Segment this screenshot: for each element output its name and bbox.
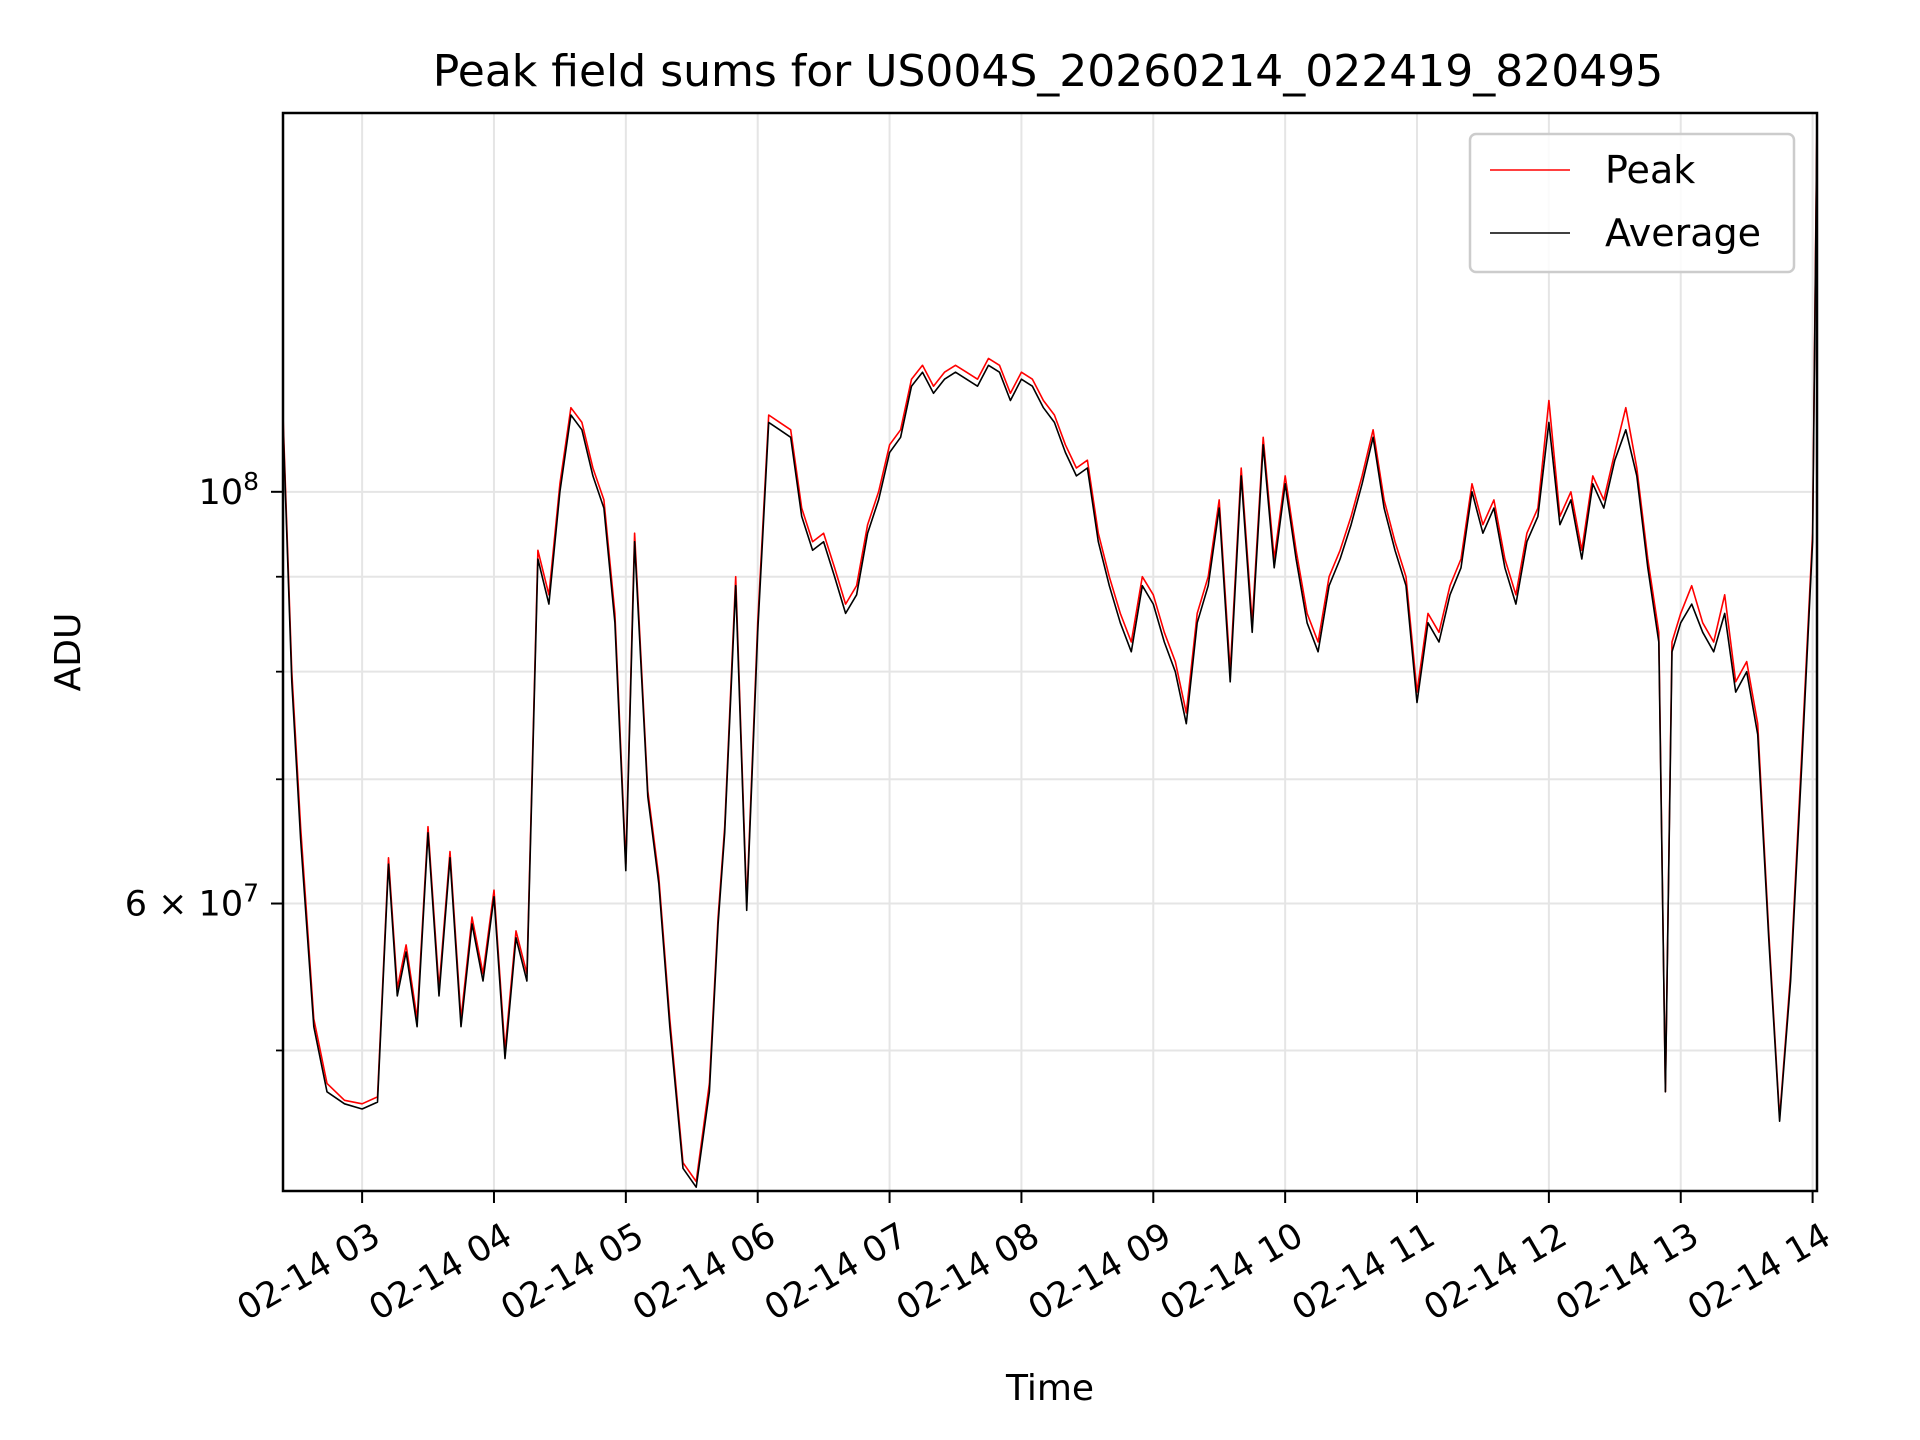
y-tick-label: 6 × 107 [125,879,259,925]
chart-title: Peak field sums for US004S_20260214_0224… [433,46,1663,97]
x-tick-label: 02-14 09 [1022,1216,1178,1329]
legend-box [1468,132,1796,274]
x-tick-label: 02-14 08 [890,1216,1046,1329]
y-axis-ticks: 108 6 × 107 [125,467,283,1052]
grid [283,113,1817,1191]
x-tick-label: 02-14 07 [758,1216,914,1329]
y-tick-label: 108 [199,467,259,513]
average-series-line [282,123,1818,1188]
legend-peak-label: Peak [1605,148,1695,192]
x-tick-label: 02-14 06 [626,1216,782,1329]
legend: Peak Average [1468,132,1796,274]
peak-series-line [282,112,1818,1183]
x-tick-label: 02-14 03 [231,1216,387,1329]
y-axis-label: ADU [48,613,89,692]
legend-average-label: Average [1605,211,1761,255]
x-axis-label: Time [1005,1368,1094,1409]
x-tick-label: 02-14 10 [1154,1216,1310,1329]
plot-frame [281,111,1819,1193]
x-tick-label: 02-14 04 [363,1216,519,1329]
series-lines [282,112,1818,1188]
x-tick-label: 02-14 11 [1286,1216,1442,1329]
x-tick-label: 02-14 12 [1417,1216,1573,1329]
x-tick-label: 02-14 13 [1549,1216,1705,1329]
x-tick-label: 02-14 05 [494,1216,650,1329]
x-tick-label: 02-14 14 [1681,1216,1837,1329]
